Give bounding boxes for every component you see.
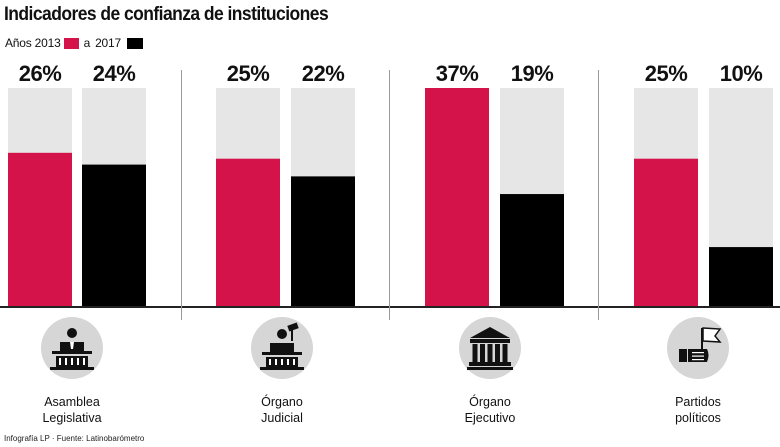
bar-2013 [634, 158, 698, 306]
legislature-icon [41, 317, 103, 379]
category-label: Legislativa [42, 411, 101, 425]
baseline [0, 306, 780, 308]
legend-prefix: Años 2013 [5, 36, 61, 50]
legend-swatch-2013 [63, 37, 79, 49]
bar-group: 37% 19% [425, 61, 564, 306]
legend-connector: a [83, 36, 91, 50]
bar-2013 [425, 88, 489, 306]
category-label: Asamblea [44, 395, 100, 409]
bar-2017 [82, 164, 146, 306]
divider-3 [598, 70, 599, 320]
value-label: 19% [511, 61, 554, 86]
category-label: Judicial [261, 411, 303, 425]
divider-1 [181, 70, 182, 320]
value-label: 10% [720, 61, 763, 86]
government-building-icon [459, 317, 521, 379]
icon-circle [667, 317, 729, 379]
page-title: Indicadores de confianza de institucione… [4, 4, 329, 25]
value-label: 22% [302, 61, 345, 86]
category-label: Órgano [261, 394, 303, 409]
category-label: Ejecutivo [465, 411, 516, 425]
value-label: 24% [93, 61, 136, 86]
bar-group: 25% 10% [634, 61, 773, 306]
bar-2017 [709, 247, 773, 306]
value-label: 26% [19, 61, 62, 86]
legend: Años 2013 a 2017 [5, 36, 148, 50]
bar-2013 [8, 152, 72, 306]
legend-swatch-2017 [126, 37, 143, 49]
bar-2017 [500, 194, 564, 306]
source-footer: Infografía LP · Fuente: Latinobarómetro [4, 434, 145, 443]
category-label: Partidos [675, 395, 721, 409]
value-label: 25% [645, 61, 688, 86]
category-label: Órgano [469, 394, 511, 409]
legend-suffix: 2017 [95, 36, 121, 50]
judge-gavel-icon [251, 317, 313, 379]
bar-2013 [216, 158, 280, 306]
value-label: 25% [227, 61, 270, 86]
value-label: 37% [436, 61, 479, 86]
party-flag-icon [667, 317, 729, 379]
category-label: políticos [675, 411, 721, 425]
bar-group: 26% 24% [8, 61, 146, 306]
divider-2 [389, 70, 390, 320]
bar-group: 25% 22% [216, 61, 355, 306]
bar-2017 [291, 176, 355, 306]
